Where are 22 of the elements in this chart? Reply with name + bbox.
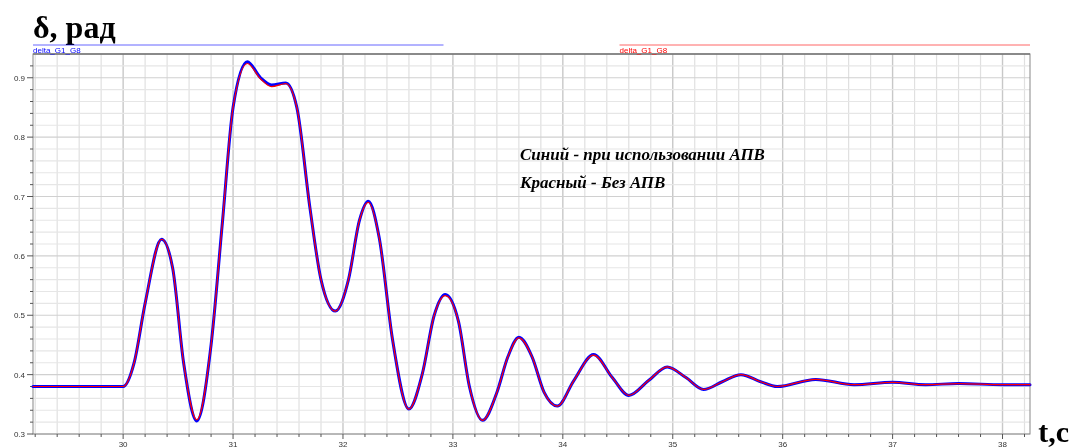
x-tick-label: 30 xyxy=(118,440,129,448)
x-tick-label: 35 xyxy=(668,440,678,448)
chart-title: δ, рад xyxy=(33,9,116,45)
y-tick-label: 0.7 xyxy=(13,192,26,202)
y-tick-label: 0.8 xyxy=(13,133,26,143)
x-tick-label: 31 xyxy=(228,440,239,448)
y-tick-label: 0.3 xyxy=(13,430,26,439)
x-axis-title: t,c xyxy=(1038,415,1069,448)
x-tick-label: 36 xyxy=(778,440,788,448)
y-tick-label: 0.9 xyxy=(13,73,26,83)
annotation: Красный - Без АПВ xyxy=(519,173,666,192)
text: delta_G1_G8 xyxy=(33,46,82,55)
x-tick-label: 37 xyxy=(888,440,898,448)
y-tick-label: 0.4 xyxy=(13,370,26,380)
text: delta_G1_G8 xyxy=(619,46,668,55)
x-tick-label: 34 xyxy=(558,440,568,448)
x-tick-label: 32 xyxy=(338,440,348,448)
x-tick-label: 38 xyxy=(998,440,1008,448)
annotation: Синий - при использовании АПВ xyxy=(520,145,765,164)
y-tick-label: 0.6 xyxy=(13,251,26,261)
x-tick-label: 33 xyxy=(448,440,458,448)
y-tick-label: 0.5 xyxy=(13,311,26,321)
